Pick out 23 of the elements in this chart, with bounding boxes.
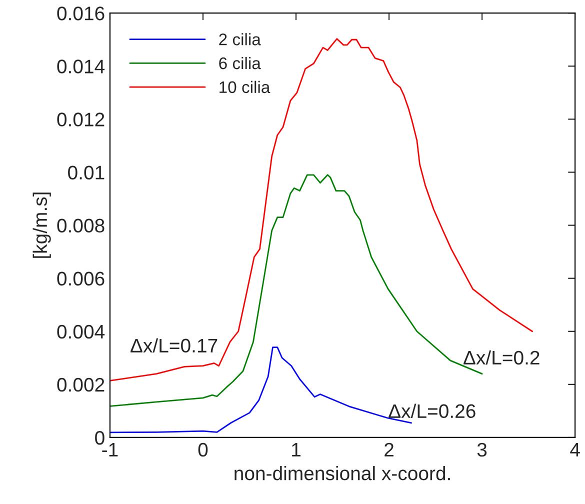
y-tick-label: 0.016 [57,6,104,20]
x-tick-label: 0 [198,442,208,457]
annotation: Δx/L=0.17 [130,338,218,353]
y-tick-label: 0 [95,430,104,445]
y-tick-label: 0.012 [57,112,104,126]
y-tick-label: 0.014 [57,60,105,74]
x-tick-label: 3 [477,442,487,457]
y-axis-title: [kg/m.s] [32,192,51,258]
legend-label: 6 cilia [219,56,261,70]
y-tick-label: 0.002 [57,378,104,392]
x-tick-label: 4 [570,443,580,456]
y-tick-label: 0.008 [57,218,104,233]
annotation: Δx/L=0.2 [464,350,540,365]
y-tick-label: 0.006 [57,272,104,286]
annotation: Δx/L=0.26 [388,404,476,418]
legend-label: 10 cilia [220,80,270,94]
x-tick-label: 1 [292,443,300,456]
y-tick-label: 0.004 [57,324,105,339]
legend-label: 2 cilia [219,33,261,46]
x-axis-title: non-dimensional x-coord. [234,466,450,480]
x-tick-label: -1 [102,443,118,456]
x-tick-label: 2 [384,442,394,456]
y-tick-label: 0.01 [68,166,104,180]
